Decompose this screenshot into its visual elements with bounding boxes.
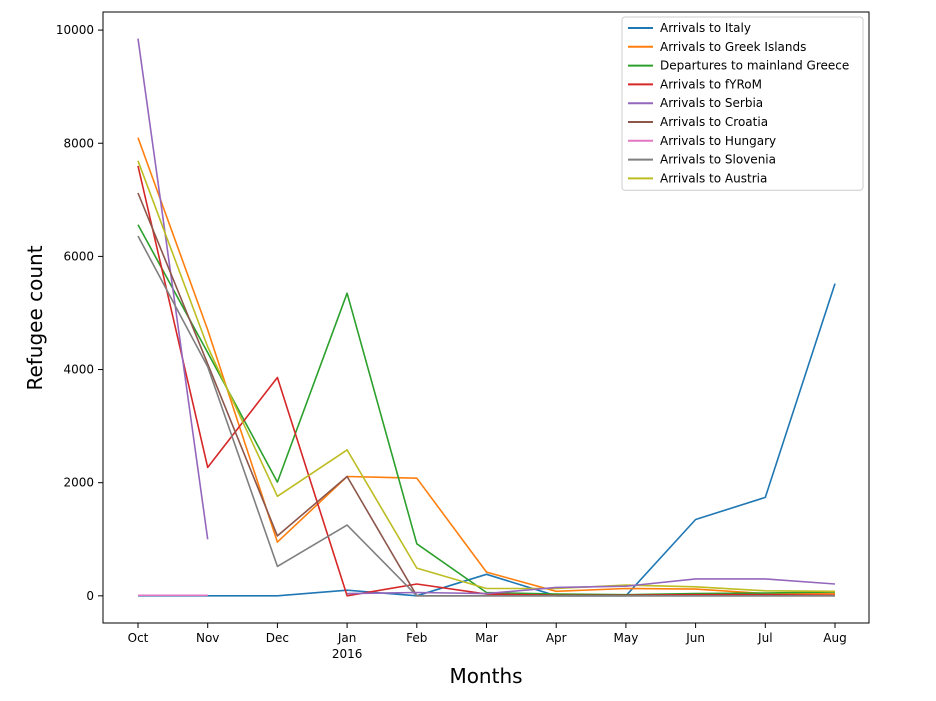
legend-label-arrivals-to-austria: Arrivals to Austria [660, 171, 767, 185]
y-axis: 0 2000 4000 6000 8000 10000 [56, 23, 103, 603]
legend-label-arrivals-to-serbia: Arrivals to Serbia [660, 96, 763, 110]
series-line-arrivals-to-slovenia [137, 235, 835, 597]
y-tick-label: 2000 [63, 476, 94, 490]
x-tick-label: Dec [266, 631, 289, 645]
series-tail-line-arrivals-to-serbia [347, 578, 836, 595]
x-tick-label: Jul [757, 631, 772, 645]
legend-box [621, 16, 864, 191]
legend-label-arrivals-to-hungary: Arrivals to Hungary [660, 134, 776, 148]
legend-label-arrivals-to-greek-islands: Arrivals to Greek Islands [660, 40, 806, 54]
x-tick-label: Jun [685, 631, 705, 645]
series-line-arrivals-to-austria [137, 160, 836, 593]
legend-label-departures-to-mainland-greece: Departures to mainland Greece [660, 59, 849, 73]
series-line-arrivals-to-italy [138, 283, 836, 597]
x-tick-label: Nov [196, 631, 219, 645]
series-lines [137, 38, 836, 597]
x-axis-title: Months [449, 664, 522, 688]
series-line-arrivals-to-greek-islands [137, 137, 835, 595]
legend: Arrivals to Italy Arrivals to Greek Islan… [621, 16, 864, 191]
y-tick-label: 4000 [63, 363, 94, 377]
x-year-label: 2016 [332, 647, 363, 661]
x-tick-label: Apr [546, 631, 567, 645]
x-tick-label: Mar [475, 631, 498, 645]
series-line-departures-to-mainland-greece [137, 224, 836, 596]
x-axis: Oct Nov Dec Jan Feb Mar Apr May Jun Jul Aug [128, 623, 847, 645]
y-tick-label: 8000 [63, 136, 94, 150]
x-tick-label: May [613, 631, 638, 645]
series-line-arrivals-to-serbia [137, 38, 209, 540]
y-axis-title: Refugee count [23, 245, 47, 390]
legend-label-arrivals-to-fyrom: Arrivals to fYRoM [660, 77, 762, 91]
x-tick-label: Jan [337, 631, 357, 645]
x-tick-label: Feb [406, 631, 427, 645]
x-tick-label: Aug [823, 631, 846, 645]
legend-label-arrivals-to-italy: Arrivals to Italy [660, 21, 751, 35]
y-tick-label: 0 [86, 589, 94, 603]
legend-label-arrivals-to-slovenia: Arrivals to Slovenia [660, 153, 776, 167]
y-tick-label: 6000 [63, 249, 94, 263]
y-tick-label: 10000 [56, 23, 94, 37]
legend-label-arrivals-to-croatia: Arrivals to Croatia [660, 115, 768, 129]
x-tick-label: Oct [128, 631, 149, 645]
